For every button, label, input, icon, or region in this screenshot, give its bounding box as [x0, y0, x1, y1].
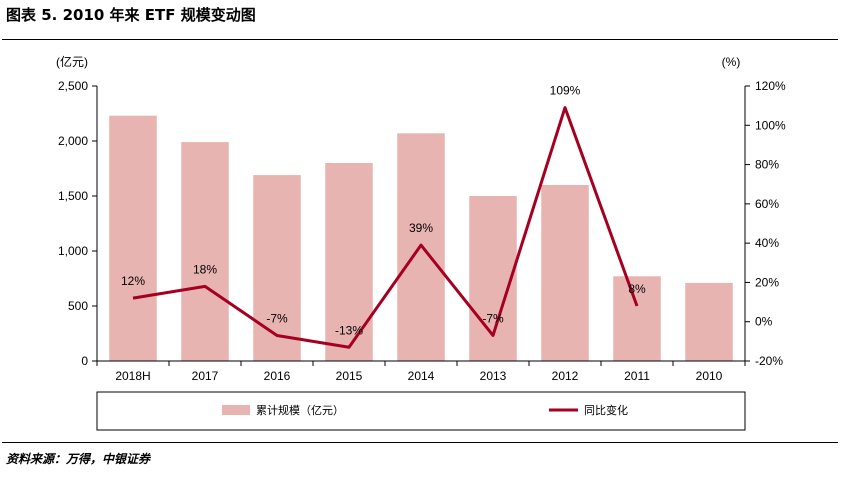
x-tick-label-2017: 2017: [192, 369, 219, 383]
left-tick-label: 500: [68, 299, 88, 313]
x-tick-label-2018H: 2018H: [115, 369, 150, 383]
footer-rule: [2, 442, 838, 443]
right-tick-label: 20%: [755, 275, 779, 289]
x-tick-label-2016: 2016: [264, 369, 291, 383]
source-note: 资料来源：万得，中银证券: [6, 452, 151, 466]
right-tick-label: 100%: [755, 118, 786, 132]
x-tick-label-2011: 2011: [624, 369, 650, 383]
right-tick-label: 120%: [755, 79, 786, 93]
title-rule: [2, 39, 838, 40]
x-tick-label-2014: 2014: [408, 369, 435, 383]
left-tick-label: 0: [81, 354, 88, 368]
right-tick-label: 60%: [755, 197, 779, 211]
legend-bar-label: 累计规模（亿元）: [256, 403, 344, 417]
data-label-2011: 8%: [628, 282, 646, 296]
etf-chart: 0 500 1,000 1,500 2,000 2,500 (亿元) -20% 0% 20% 40%…: [56, 54, 786, 431]
data-label-2018H: 12%: [121, 274, 145, 288]
bar-2010: [685, 282, 733, 361]
figure-title: 图表 5. 2010 年来 ETF 规模变动图: [6, 6, 256, 24]
bar-2017: [181, 142, 229, 361]
right-tick-label: 0%: [755, 315, 773, 329]
x-tick-label-2015: 2015: [336, 369, 363, 383]
bar-2011: [613, 276, 661, 361]
x-tick-label-2012: 2012: [552, 369, 579, 383]
x-tick-label-2013: 2013: [480, 369, 507, 383]
bar-2012: [541, 185, 589, 361]
legend-bar-swatch: [222, 405, 250, 415]
bar-2016: [253, 175, 301, 361]
legend-box: [96, 391, 746, 431]
left-tick-label: 1,000: [58, 244, 88, 258]
left-axis-unit: (亿元): [56, 54, 88, 69]
data-label-2016: -7%: [266, 311, 288, 325]
data-label-2014: 39%: [409, 221, 433, 235]
x-tick-label-2010: 2010: [696, 369, 723, 383]
left-tick-label: 1,500: [58, 189, 88, 203]
left-tick-label: 2,500: [58, 79, 88, 93]
data-label-2015: -13%: [335, 323, 363, 337]
right-axis-unit: (%): [722, 55, 741, 69]
right-tick-label: 40%: [755, 236, 779, 250]
right-tick-label: 80%: [755, 158, 779, 172]
legend-line-label: 同比变化: [584, 403, 628, 417]
data-label-2012: 109%: [550, 84, 581, 98]
data-label-2017: 18%: [193, 262, 217, 276]
bar-2015: [325, 163, 373, 361]
left-tick-label: 2,000: [58, 134, 88, 148]
yoy-line: [132, 106, 639, 349]
right-tick-label: -20%: [755, 354, 783, 368]
data-label-2013: -7%: [482, 311, 504, 325]
bar-2018H: [109, 115, 157, 361]
